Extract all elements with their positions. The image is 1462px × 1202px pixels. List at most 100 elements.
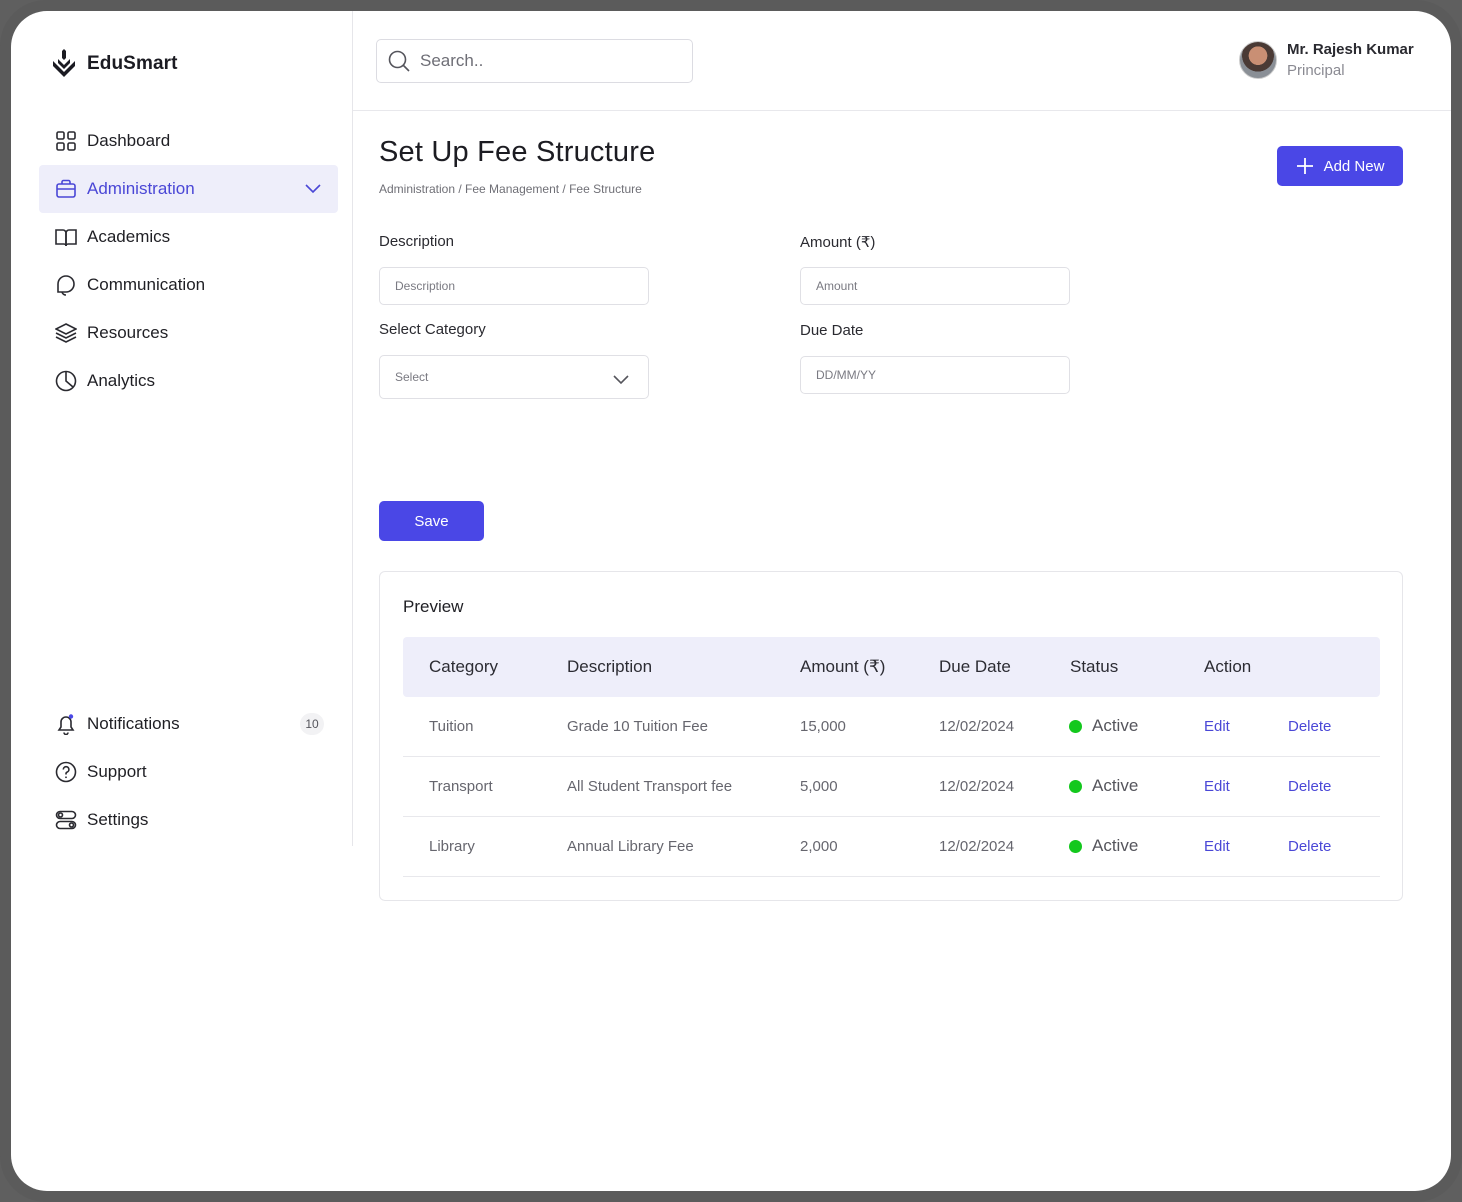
cell-description: Annual Library Fee (567, 838, 694, 855)
user-info: Mr. Rajesh Kumar Principal (1287, 41, 1414, 79)
search-input[interactable] (420, 51, 670, 71)
cell-category: Transport (429, 778, 493, 795)
user-name: Mr. Rajesh Kumar (1287, 41, 1414, 58)
avatar[interactable] (1239, 41, 1277, 79)
header-divider (353, 110, 1451, 111)
app-screen: EduSmart Dashboard Administration (11, 11, 1451, 1191)
due-date-field[interactable]: DD/MM/YY (800, 356, 1070, 394)
cell-due-date: 12/02/2024 (939, 778, 1015, 795)
status-label: Active (1092, 716, 1139, 735)
chevron-down-icon (613, 375, 629, 385)
description-field[interactable]: Description (379, 267, 649, 305)
column-header: Due Date (939, 657, 1011, 676)
column-header: Description (567, 657, 653, 676)
sidebar-item-label: Administration (87, 179, 195, 198)
sidebar-item-label: Support (87, 762, 147, 781)
app-logo[interactable]: EduSmart (51, 49, 178, 79)
cell-description: All Student Transport fee (567, 778, 733, 795)
sidebar-item-academics[interactable]: Academics (39, 213, 338, 261)
cell-category: Tuition (429, 718, 474, 735)
column-header: Status (1070, 657, 1119, 676)
column-header: Action (1204, 657, 1252, 676)
status-badge: Active (1069, 776, 1138, 796)
column-header: Category (429, 657, 498, 676)
breadcrumb: Administration / Fee Management / Fee St… (379, 182, 642, 196)
description-label: Description (379, 233, 455, 250)
sidebar-item-communication[interactable]: Communication (39, 261, 338, 309)
table-row: Library Annual Library Fee 2,000 12/02/2… (403, 817, 1380, 877)
sidebar-item-label: Settings (87, 810, 149, 829)
sidebar-bottom-nav: Notifications 10 Support Settings (39, 700, 338, 844)
sidebar-item-support[interactable]: Support (39, 748, 338, 796)
chat-icon (57, 275, 75, 296)
cell-due-date: 12/02/2024 (939, 838, 1015, 855)
column-header: Amount (₹) (800, 657, 886, 676)
cell-amount: 15,000 (800, 718, 846, 735)
cell-due-date: 12/02/2024 (939, 718, 1015, 735)
notification-count-badge: 10 (300, 713, 324, 735)
category-select-value: Select (395, 370, 429, 384)
grid-icon (56, 131, 76, 151)
sidebar-item-dashboard[interactable]: Dashboard (39, 117, 338, 165)
add-new-label: Add New (1323, 157, 1385, 175)
sidebar-item-label: Analytics (87, 371, 156, 390)
sidebar-nav: Dashboard Administration Academics (39, 117, 338, 405)
book-icon (55, 229, 77, 247)
delete-link[interactable]: Delete (1288, 838, 1332, 855)
status-badge: Active (1069, 836, 1138, 856)
status-dot-icon (1069, 779, 1082, 793)
cell-description: Grade 10 Tuition Fee (567, 718, 708, 735)
layers-icon (55, 323, 77, 343)
status-label: Active (1092, 836, 1139, 855)
cell-amount: 2,000 (800, 838, 838, 855)
sidebar-item-label: Academics (87, 227, 171, 246)
table-header: Category Description Amount (₹) Due Date… (403, 637, 1380, 697)
sidebar-item-analytics[interactable]: Analytics (39, 357, 338, 405)
amount-field[interactable]: Amount (800, 267, 1070, 305)
status-dot-icon (1069, 719, 1082, 733)
toggles-icon (55, 810, 77, 830)
save-button[interactable]: Save (379, 501, 484, 541)
amount-label: Amount (₹) (800, 234, 876, 251)
logo-icon (53, 49, 75, 77)
bell-icon (57, 714, 75, 735)
sidebar-item-label: Notifications (87, 714, 180, 733)
page-title: Set Up Fee Structure (379, 136, 656, 168)
status-label: Active (1092, 776, 1139, 795)
sidebar-item-resources[interactable]: Resources (39, 309, 338, 357)
user-role: Principal (1287, 62, 1345, 79)
sidebar-item-notifications[interactable]: Notifications 10 (39, 700, 338, 748)
help-icon (55, 761, 77, 783)
category-label: Select Category (379, 321, 486, 338)
chevron-down-icon[interactable] (304, 179, 322, 197)
edit-link[interactable]: Edit (1204, 838, 1230, 855)
plus-icon (1296, 158, 1313, 174)
category-select[interactable]: Select (379, 355, 649, 399)
delete-link[interactable]: Delete (1288, 778, 1332, 795)
pie-chart-icon (55, 370, 77, 392)
preview-card: Preview Category Description Amount (₹) … (379, 571, 1403, 901)
table-row: Tuition Grade 10 Tuition Fee 15,000 12/0… (403, 697, 1380, 757)
edit-link[interactable]: Edit (1204, 778, 1230, 795)
sidebar-item-settings[interactable]: Settings (39, 796, 338, 844)
search-bar[interactable] (376, 39, 693, 83)
user-profile[interactable]: Mr. Rajesh Kumar Principal (1239, 41, 1414, 79)
status-badge: Active (1069, 716, 1138, 736)
sidebar-item-label: Communication (87, 275, 206, 294)
status-dot-icon (1069, 839, 1082, 853)
sidebar-item-administration[interactable]: Administration (39, 165, 338, 213)
table-row: Transport All Student Transport fee 5,00… (403, 757, 1380, 817)
preview-title: Preview (403, 597, 464, 616)
search-icon (388, 50, 410, 72)
app-name: EduSmart (87, 53, 178, 74)
cell-amount: 5,000 (800, 778, 838, 795)
cell-category: Library (429, 838, 475, 855)
add-new-button[interactable]: Add New (1277, 146, 1403, 186)
delete-link[interactable]: Delete (1288, 718, 1332, 735)
sidebar-item-label: Dashboard (87, 131, 171, 150)
edit-link[interactable]: Edit (1204, 718, 1230, 735)
sidebar: EduSmart Dashboard Administration (11, 11, 353, 846)
briefcase-icon (56, 179, 76, 198)
due-date-label: Due Date (800, 322, 864, 339)
